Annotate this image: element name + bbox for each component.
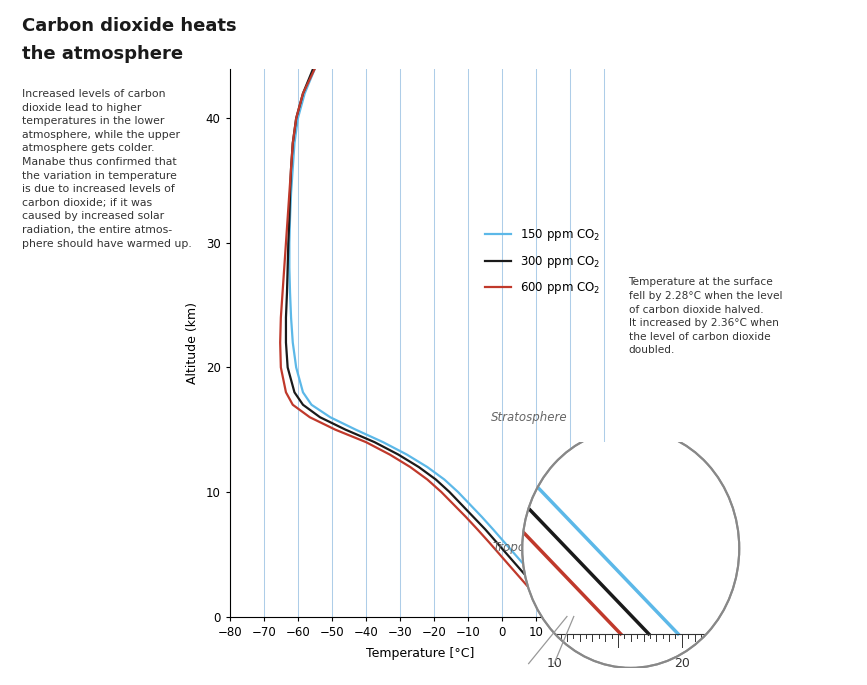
Text: Stratosphere: Stratosphere (492, 411, 568, 424)
Text: the atmosphere: the atmosphere (22, 45, 183, 62)
Text: Temperature at the surface
fell by 2.28°C when the level
of carbon dioxide halve: Temperature at the surface fell by 2.28°… (629, 277, 782, 356)
Text: 10: 10 (546, 657, 562, 670)
X-axis label: Temperature [°C]: Temperature [°C] (367, 647, 475, 660)
Text: Troposphere: Troposphere (492, 542, 566, 554)
Text: Increased levels of carbon
dioxide lead to higher
temperatures in the lower
atmo: Increased levels of carbon dioxide lead … (22, 89, 192, 249)
Y-axis label: Altitude (km): Altitude (km) (186, 301, 199, 384)
Legend: 150 ppm CO$_2$, 300 ppm CO$_2$, 600 ppm CO$_2$: 150 ppm CO$_2$, 300 ppm CO$_2$, 600 ppm … (480, 223, 605, 301)
Text: Carbon dioxide heats: Carbon dioxide heats (22, 17, 237, 35)
Ellipse shape (522, 429, 740, 668)
Text: 20: 20 (674, 657, 690, 670)
